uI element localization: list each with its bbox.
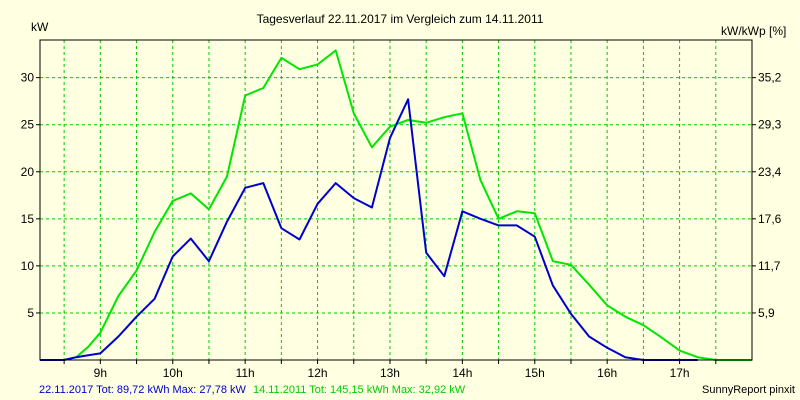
y-tick-label-left: 25 xyxy=(21,118,35,132)
x-tick-label: 10h xyxy=(163,366,183,380)
ticks: 5 5,9 10 11,7 15 17,6 20 23,4 25 29,3 30 35,2 9h 10h 1… xyxy=(21,71,782,380)
x-tick-label: 9h xyxy=(94,366,107,380)
series-line-14-11-2011 xyxy=(40,49,752,361)
x-tick-label: 15h xyxy=(525,366,545,380)
plot-frame xyxy=(39,39,753,361)
y-tick-label-right: 5,9 xyxy=(758,306,775,320)
y-tick-label-right: 23,4 xyxy=(758,165,782,179)
y-tick-label-left: 20 xyxy=(21,165,35,179)
x-tick-label: 11h xyxy=(236,366,255,380)
x-tick-label: 17h xyxy=(670,366,690,380)
x-tick-label: 12h xyxy=(308,366,328,380)
chart-title: Tagesverlauf 22.11.2017 im Vergleich zum… xyxy=(257,12,544,26)
y-tick-label-right: 35,2 xyxy=(758,71,782,85)
y-tick-label-right: 11,7 xyxy=(758,259,781,273)
series-line-22-11-2017 xyxy=(40,98,698,361)
y-axis-label-right: kW/kWp [%] xyxy=(721,24,786,38)
footer-line: 22.11.2017 Tot: 89,72 kWh Max: 27,78 kW … xyxy=(39,384,466,396)
y-tick-label-left: 5 xyxy=(27,306,34,320)
x-tick-label: 13h xyxy=(380,366,400,380)
y-tick-label-left: 10 xyxy=(21,259,35,273)
footer: 22.11.2017 Tot: 89,72 kWh Max: 27,78 kW … xyxy=(39,384,795,396)
series2-summary: 14.11.2011 Tot: 145,15 kWh Max: 32,92 kW xyxy=(253,384,466,396)
y-tick-label-left: 30 xyxy=(21,71,35,85)
y-tick-label-left: 15 xyxy=(21,212,35,226)
x-tick-label: 16h xyxy=(597,366,617,380)
x-tick-label: 14h xyxy=(452,366,472,380)
grid xyxy=(40,40,752,360)
credit-text: SunnyReport pinxit xyxy=(702,384,795,396)
y-tick-label-right: 17,6 xyxy=(758,212,782,226)
y-tick-label-right: 29,3 xyxy=(758,118,782,132)
y-axis-label-left: kW xyxy=(31,20,49,34)
series1-summary: 22.11.2017 Tot: 89,72 kWh Max: 27,78 kW xyxy=(39,384,246,396)
series-layer xyxy=(40,49,752,361)
